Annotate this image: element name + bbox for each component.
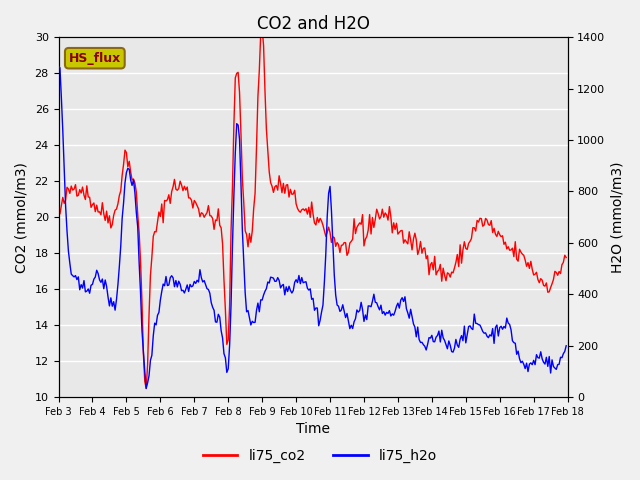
Title: CO2 and H2O: CO2 and H2O — [257, 15, 369, 33]
Text: HS_flux: HS_flux — [68, 52, 121, 65]
Y-axis label: H2O (mmol/m3): H2O (mmol/m3) — [611, 161, 625, 273]
X-axis label: Time: Time — [296, 422, 330, 436]
Legend: li75_co2, li75_h2o: li75_co2, li75_h2o — [197, 443, 443, 468]
Y-axis label: CO2 (mmol/m3): CO2 (mmol/m3) — [15, 162, 29, 273]
